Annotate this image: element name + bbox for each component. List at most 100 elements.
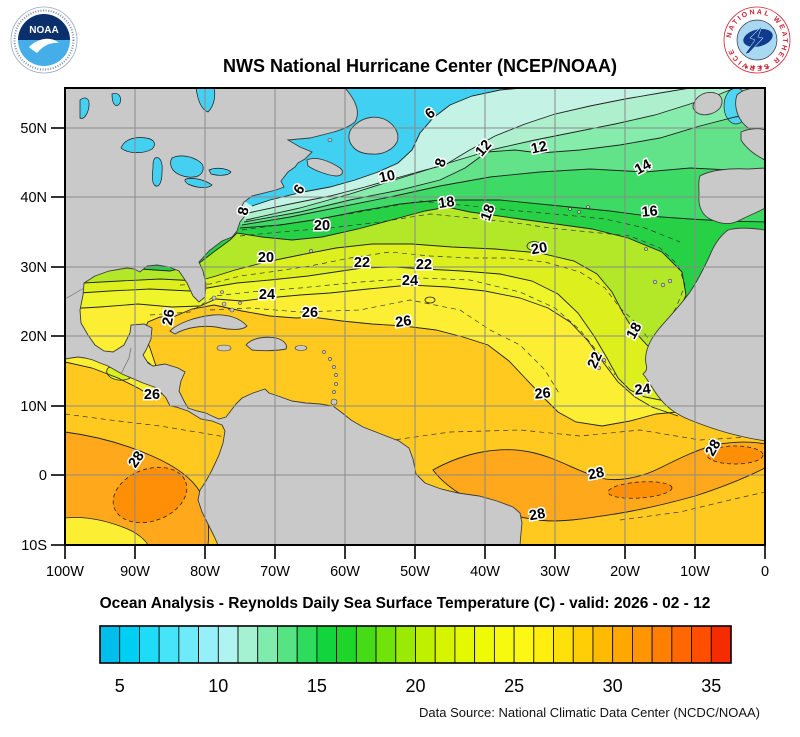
land-americas: [65, 88, 523, 545]
sst-contour-line: [241, 88, 691, 216]
y-tick-label: 0: [39, 468, 47, 484]
island-dot: [334, 373, 338, 377]
colorbar-segment: [513, 625, 535, 664]
y-tick-label: 20N: [20, 329, 47, 345]
island-dot: [229, 307, 235, 313]
island-dot: [568, 207, 572, 211]
colorbar-frame: [99, 625, 732, 664]
sst-contour-line: [139, 206, 687, 346]
colorbar-segment: [474, 625, 495, 664]
colorbar-segment: [415, 625, 436, 664]
land-nova-scotia: [306, 157, 343, 177]
colorbar-segment: [178, 625, 199, 664]
colorbar-tick-label: 30: [603, 676, 623, 696]
island-dot: [644, 247, 648, 251]
land-africa: [642, 227, 765, 442]
contour-label: 24: [402, 273, 418, 289]
noaa-logo-text: NOAA: [29, 25, 58, 36]
island-dot: [652, 279, 658, 285]
island: [245, 336, 287, 352]
sst-hot-core: [706, 445, 764, 465]
sst-contour-line: [241, 167, 765, 226]
colorbar-segment: [237, 625, 259, 664]
colorbar-segment: [395, 625, 416, 664]
colorbar-tick-label: 20: [405, 676, 425, 696]
island-dot: [309, 249, 313, 253]
nws-logo-stars: ★ ★ ★ ★: [744, 64, 771, 71]
island-dot: [577, 210, 581, 214]
island-dot: [322, 350, 326, 354]
island: [169, 314, 248, 335]
contour-label: 24: [259, 287, 275, 303]
lakes-and-bays: [79, 88, 232, 188]
colorbar-tick-labels: 5 10 15 20 25 30 35: [115, 676, 722, 696]
country-borders: [65, 287, 132, 375]
sst-contour-line: [65, 284, 679, 417]
island-dot: [660, 282, 666, 288]
contour-label: 28: [587, 465, 606, 484]
y-tick-label: 10S: [21, 538, 47, 554]
x-tick-label: 90W: [120, 564, 150, 580]
contour-label: 18: [437, 194, 455, 212]
latitude-axis: 50N 40N 30N 20N 10N 0 10S: [20, 121, 65, 554]
colorbar-segment: [533, 625, 554, 664]
sst-contour-line: [239, 199, 765, 229]
colorbar-segment: [710, 625, 732, 664]
island-dot: [602, 358, 606, 362]
eddy-ring: [296, 186, 304, 194]
contour-label: 24: [634, 381, 651, 398]
data-source-note: Data Source: National Climatic Data Cent…: [419, 705, 760, 720]
x-tick-label: 40W: [470, 564, 500, 580]
colorbar-segment: [139, 625, 160, 664]
colorbar-segment: [99, 625, 121, 664]
colorbar-segment: [454, 625, 476, 664]
colorbar-segment: [355, 625, 377, 664]
x-tick-label: 80W: [190, 564, 220, 580]
island-dot: [667, 278, 673, 284]
sst-dashed-contour: [179, 251, 649, 339]
colorbar-tick-label: 10: [208, 676, 228, 696]
lake: [170, 155, 204, 178]
lat-lon-gridlines: [65, 88, 765, 545]
island-dot: [332, 365, 336, 369]
lake: [152, 157, 163, 187]
contour-label: 20: [530, 240, 549, 259]
island-dot: [586, 205, 590, 209]
colorbar-segment: [632, 625, 653, 664]
x-tick-label: 70W: [260, 564, 290, 580]
colorbar-segment: [158, 625, 180, 664]
noaa-logo-sky: [18, 14, 70, 40]
sst-contour-line: [251, 88, 523, 207]
island-dot: [332, 390, 336, 394]
contour-label: 26: [534, 385, 551, 402]
colorbar-tick-label: 15: [307, 676, 327, 696]
land-masses: [65, 88, 765, 545]
contour-label: 26: [160, 308, 179, 327]
longitude-axis: 100W 90W 80W 70W 60W 50W 40W 30W 20W 10W 0: [46, 545, 769, 580]
y-tick-label: 50N: [20, 121, 47, 137]
x-tick-label: 50W: [400, 564, 430, 580]
island-dot: [334, 382, 338, 386]
colorbar-segment: [198, 625, 219, 664]
island-dot: [216, 344, 232, 352]
lake: [79, 97, 90, 119]
contour-label: 26: [394, 313, 412, 331]
island-dot: [221, 301, 227, 307]
colorbar-segment: [217, 625, 239, 664]
sst-dashed-contour: [241, 200, 681, 243]
sst-contour-line: [65, 243, 676, 363]
island-dot: [590, 360, 594, 364]
eddy-ring: [526, 241, 542, 251]
contour-label: 10: [378, 168, 397, 187]
x-tick-label: 60W: [330, 564, 360, 580]
colorbar-segment: [691, 625, 712, 664]
x-tick-label: 10W: [680, 564, 710, 580]
colorbar-segment: [277, 625, 298, 664]
lake: [111, 93, 121, 106]
colorbar-segment: [336, 625, 357, 664]
sst-region-28C: [432, 441, 765, 522]
colorbar-segment: [257, 625, 278, 664]
